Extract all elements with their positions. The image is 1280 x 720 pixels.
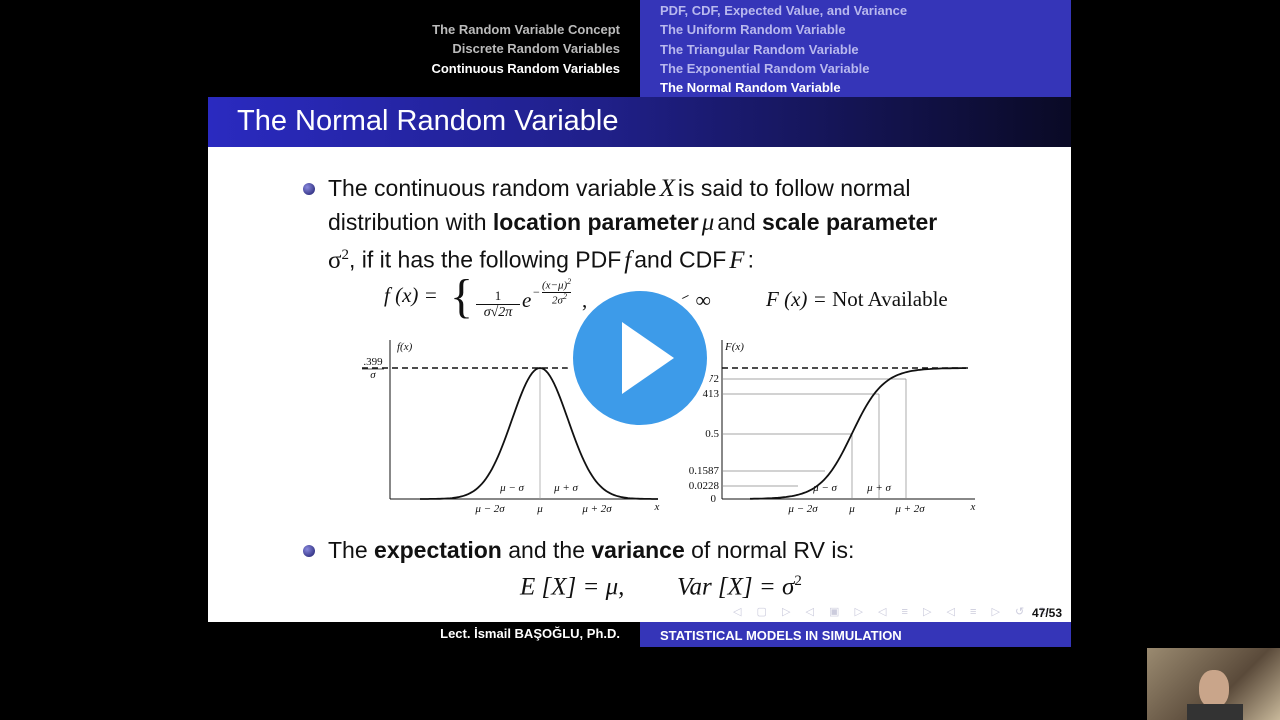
bold-text: scale parameter <box>762 208 938 235</box>
comma: , <box>582 288 588 312</box>
webcam-face <box>1199 670 1229 708</box>
text: The <box>328 537 375 563</box>
expectation-formula: E [X] = μ, Var [X] = σ2 <box>520 573 802 601</box>
text: μ, <box>605 573 625 601</box>
nav-item[interactable]: The Random Variable Concept <box>432 22 620 37</box>
footer-author: Lect. İsmail BAŞOĞLU, Ph.D. <box>440 626 620 641</box>
bullet-dot <box>303 183 315 195</box>
tick-label: 0.5 <box>705 428 719 440</box>
text: and CDF <box>634 246 727 273</box>
nav-item[interactable]: The Exponential Random Variable <box>660 60 870 76</box>
axis-label: f(x) <box>397 341 413 353</box>
text: is said to follow normal distribution wi… <box>328 175 911 235</box>
tick-label: μ + σ <box>866 482 891 494</box>
bold-text: variance <box>591 537 685 563</box>
nav-item[interactable]: Continuous Random Variables <box>431 60 620 76</box>
tick-label: μ + 2σ <box>581 503 612 515</box>
nav-item[interactable]: The Triangular Random Variable <box>660 41 859 57</box>
section-nav: The Random Variable Concept Discrete Ran… <box>208 20 620 78</box>
axis-label: F(x) <box>724 341 744 353</box>
text: 2σ <box>552 294 563 307</box>
tick-label: 0 <box>711 493 717 505</box>
footer-course: STATISTICAL MODELS IN SIMULATION <box>640 622 1071 647</box>
bold-text: location parameter <box>492 208 699 235</box>
nav-item[interactable]: Discrete Random Variables <box>452 41 620 57</box>
text: The continuous random variable <box>328 175 657 201</box>
text: Not Available <box>832 287 948 311</box>
text: STATISTICAL MODELS IN SIMULATION <box>660 628 902 643</box>
title-bar: The Normal Random Variable <box>208 97 1071 147</box>
tick-label: μ + 2σ <box>894 503 925 515</box>
pdf-lhs: f (x) = <box>384 283 438 307</box>
tick-label: .399 <box>363 356 383 368</box>
axis-label: x <box>654 501 660 513</box>
play-button[interactable] <box>567 285 713 431</box>
math: μ <box>701 208 715 236</box>
text: : <box>747 246 754 273</box>
text: E [X] = <box>520 573 600 601</box>
math: σ <box>328 246 342 274</box>
exp-sign: − <box>533 285 540 299</box>
tick-label: μ <box>536 503 543 515</box>
tick-label: μ − 2σ <box>474 503 505 515</box>
slide-title: The Normal Random Variable <box>237 105 619 137</box>
sup: 2 <box>794 573 802 589</box>
exp-num: (x−μ)2 <box>542 277 572 293</box>
text: σ <box>782 573 795 601</box>
tick-label: 0.1587 <box>689 465 720 477</box>
tick-label: μ − σ <box>812 482 837 494</box>
curve <box>750 367 966 500</box>
webcam-body <box>1187 704 1243 720</box>
curve <box>420 367 658 500</box>
text: F (x) = <box>766 287 827 311</box>
text: (x−μ) <box>542 279 568 292</box>
math-sup: 2 <box>341 247 349 263</box>
tick-label: μ − 2σ <box>787 503 818 515</box>
bullet-dot <box>303 545 315 557</box>
math: f <box>624 246 632 274</box>
exp-den: 2σ2 <box>552 292 567 307</box>
tick-label: σ <box>370 369 376 381</box>
cdf-formula: F (x) = Not Available <box>766 287 948 312</box>
webcam-thumbnail <box>1147 648 1280 720</box>
axis-label: x <box>970 501 976 513</box>
text: , if it has the following PDF <box>348 246 622 273</box>
bold-text: expectation <box>374 537 502 563</box>
exp-base: e <box>522 288 532 312</box>
text: and the <box>501 537 592 563</box>
text: Var [X] = <box>676 573 776 601</box>
text: of normal RV is: <box>684 537 855 563</box>
bullet-text: The expectation and the variance of norm… <box>328 534 854 567</box>
nav-item[interactable]: PDF, CDF, Expected Value, and Variance <box>660 3 908 18</box>
brace: { <box>450 270 474 323</box>
subsection-nav: PDF, CDF, Expected Value, and Variance T… <box>640 0 1071 97</box>
frac-den: σ√2π <box>483 305 513 320</box>
tick-label: μ + σ <box>553 482 578 494</box>
tick-label: μ − σ <box>499 482 524 494</box>
sup: 2 <box>567 277 572 286</box>
sup: 2 <box>562 292 567 301</box>
page-number: 47/53 <box>1032 606 1063 620</box>
math: X <box>659 175 675 202</box>
tick-label: 0.0228 <box>689 480 720 492</box>
play-icon[interactable] <box>622 322 674 394</box>
nav-item[interactable]: The Normal Random Variable <box>660 80 841 96</box>
tick-label: μ <box>848 503 855 515</box>
nav-item[interactable]: The Uniform Random Variable <box>660 22 846 38</box>
frac-num: 1 <box>476 288 520 305</box>
beamer-nav-icons[interactable]: ◁ ▢ ▷ ◁ ▣ ▷ ◁ ≡ ▷ ◁ ≡ ▷ ↺ ↻ <box>733 606 1055 618</box>
text: and <box>717 208 763 235</box>
math: F <box>729 246 745 274</box>
